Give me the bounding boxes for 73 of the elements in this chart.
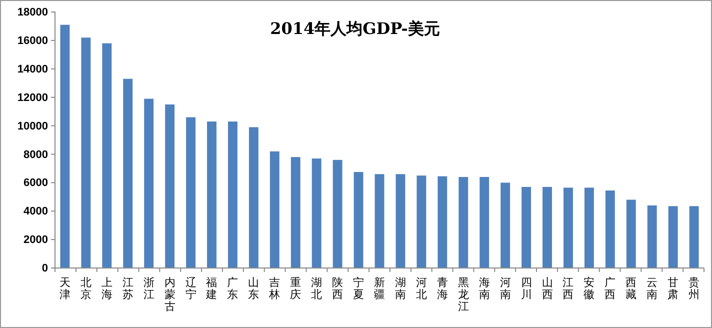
x-tick-label: 湖北 [311, 277, 322, 301]
x-tick-label: 浙江 [143, 276, 154, 301]
x-tick-label: 黑龙江 [458, 277, 469, 313]
bar [102, 43, 112, 268]
x-tick-label: 上海 [101, 276, 112, 301]
bar [228, 122, 238, 268]
x-tick-label: 西藏 [626, 277, 637, 301]
y-tick-label: 14000 [17, 63, 48, 76]
x-tick-label: 安徽 [584, 276, 595, 301]
x-tick-label: 河南 [500, 277, 511, 301]
bar [123, 78, 133, 268]
bar [60, 24, 70, 268]
bar [81, 38, 91, 268]
x-tick-label: 甘肃 [668, 276, 679, 301]
x-tick-label: 海南 [478, 277, 490, 301]
bar [186, 117, 196, 268]
bar [270, 151, 280, 268]
x-tick-label: 北京 [80, 276, 92, 301]
bar [332, 160, 342, 268]
x-tick-label: 广西 [604, 276, 616, 301]
bar [312, 158, 322, 268]
bar [374, 174, 384, 268]
bar [542, 186, 552, 268]
bar [626, 200, 636, 268]
bar [165, 104, 175, 268]
x-tick-label: 广东 [227, 276, 238, 301]
bar [438, 176, 448, 268]
y-tick-label: 4000 [24, 206, 48, 218]
bar [605, 190, 615, 268]
y-tick-label: 8000 [24, 148, 48, 161]
x-tick-label: 贵州 [688, 276, 700, 301]
bar [144, 98, 154, 268]
x-tick-label: 湖南 [394, 277, 406, 301]
text: 2014年人均GDP-美元 [270, 19, 440, 38]
x-tick-label: 江苏 [122, 277, 134, 301]
x-tick-label: 河北 [416, 277, 427, 301]
x-tick-label: 内蒙古 [164, 276, 176, 313]
bar [396, 174, 406, 268]
x-tick-label: 福建 [205, 276, 218, 301]
y-tick-label: 12000 [17, 92, 48, 104]
x-tick-label: 新疆 [374, 276, 385, 301]
x-tick-label: 山西 [542, 276, 553, 301]
bar [689, 206, 699, 268]
y-tick-label: 16000 [17, 34, 48, 47]
bar [458, 176, 468, 268]
bar [480, 176, 490, 268]
bar [248, 127, 258, 268]
bar [354, 172, 364, 268]
bar [647, 205, 657, 268]
bar [564, 188, 573, 268]
x-tick-label: 云南 [646, 277, 658, 301]
x-tick-label: 天津 [59, 277, 70, 301]
bar [500, 182, 510, 268]
y-tick-label: 2000 [24, 234, 48, 246]
x-tick-label: 宁夏 [353, 276, 364, 301]
y-tick-label: 10000 [17, 120, 48, 132]
bar [207, 122, 216, 268]
x-tick-label: 青海 [436, 276, 448, 301]
x-tick-label: 陕西 [332, 277, 344, 301]
x-tick-label: 辽宁 [185, 277, 196, 301]
y-tick-label: 0 [42, 262, 48, 275]
x-tick-label: 江西 [562, 277, 574, 301]
bar [290, 157, 300, 268]
bar [668, 206, 678, 268]
bar [416, 176, 426, 268]
x-tick-label: 重庆 [290, 276, 302, 301]
x-tick-label: 吉林 [268, 276, 280, 301]
y-tick-label: 18000 [17, 6, 48, 19]
bar [584, 188, 594, 268]
x-tick-label: 四川 [520, 277, 532, 301]
x-tick-label: 山东 [248, 276, 260, 301]
y-tick-label: 6000 [24, 177, 48, 190]
bar [522, 186, 532, 268]
